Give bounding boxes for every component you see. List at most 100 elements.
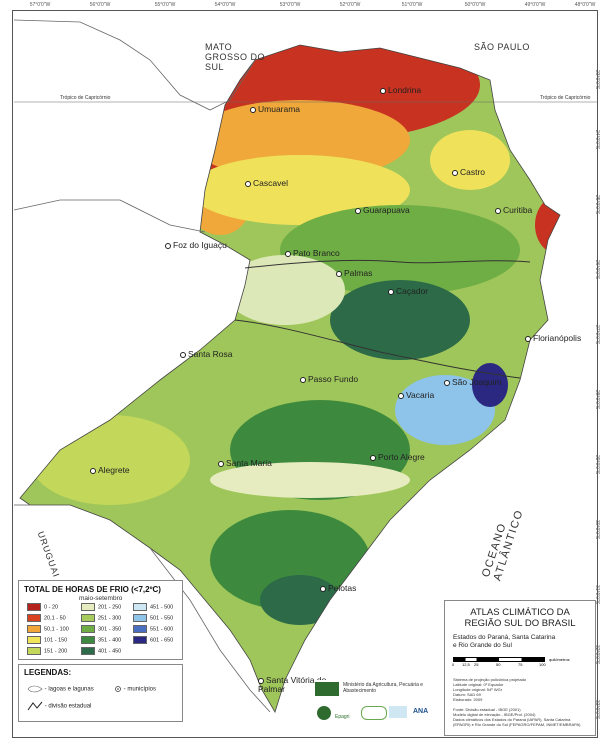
city-name: Santa Rosa bbox=[188, 349, 233, 359]
municipio-icon bbox=[115, 686, 121, 692]
legend-item: 351 - 400 bbox=[81, 636, 121, 644]
city-marker bbox=[370, 454, 376, 461]
embrapa-logo bbox=[315, 682, 339, 696]
city-name: Umuarama bbox=[258, 104, 301, 114]
zone-dark-green bbox=[330, 280, 470, 360]
scale-tick: 75 bbox=[518, 662, 523, 667]
projection-line: Longitude original: 54º WGr bbox=[453, 687, 503, 692]
city-cacador: Caçador bbox=[388, 286, 428, 296]
city-name: Londrina bbox=[388, 85, 422, 95]
legend-label: 351 - 400 bbox=[98, 637, 122, 644]
legend-label: 501 - 550 bbox=[150, 615, 174, 622]
source-line: (EPAGRI) e Rio Grande do Sul (FEPAGRO/FE… bbox=[453, 722, 581, 727]
city-name: Passo Fundo bbox=[308, 374, 359, 384]
legend-label: 601 - 650 bbox=[150, 637, 174, 644]
legend2-lagoon: - lagoas e lagunas bbox=[27, 685, 94, 693]
border-mato-grosso bbox=[13, 19, 256, 111]
tick-right-5: 28°0'0"S bbox=[594, 390, 600, 410]
zone-pale-2 bbox=[210, 462, 410, 498]
source-line: Dados climáticos dos Estados do Paraná (… bbox=[453, 717, 571, 722]
city-marker bbox=[218, 460, 224, 467]
logo-circle-3 bbox=[389, 706, 407, 718]
legend-item: 251 - 300 bbox=[81, 614, 121, 622]
legend-swatch bbox=[27, 636, 41, 644]
city-santa-rosa: Santa Rosa bbox=[180, 349, 232, 359]
city-marker bbox=[285, 250, 291, 257]
city-marker bbox=[380, 87, 386, 94]
scale-tick: 100 bbox=[539, 662, 546, 667]
legend-label: 151 - 200 bbox=[44, 648, 68, 655]
city-santa-maria: Santa Maria bbox=[218, 458, 272, 468]
legend-title: TOTAL DE HORAS DE FRIO (<7,2ºC) bbox=[24, 585, 161, 594]
city-marker bbox=[245, 180, 251, 187]
city-marker bbox=[250, 106, 256, 113]
city-marker bbox=[90, 467, 96, 474]
tick-right-1: 24°0'0"S bbox=[594, 130, 600, 150]
city-pelotas: Pelotas bbox=[320, 583, 356, 593]
city-curitiba: Curitiba bbox=[495, 205, 532, 215]
legend-item: 201 - 250 bbox=[81, 603, 121, 611]
atlas-title: ATLAS CLIMÁTICO DA REGIÃO SUL DO BRASIL bbox=[445, 607, 595, 629]
scale-tick: 12,5 bbox=[462, 662, 470, 667]
tick-top-6: 51°0'0"W bbox=[401, 2, 423, 8]
legend-swatch bbox=[81, 647, 95, 655]
logo-circle-1 bbox=[317, 706, 331, 720]
logos-strip: Ministério da Agricultura, Pecuária e Ab… bbox=[315, 680, 443, 730]
zone-pale-1 bbox=[225, 255, 345, 325]
tick-right-6: 29°0'0"S bbox=[594, 455, 600, 475]
city-marker bbox=[495, 207, 501, 214]
atlas-subtitle: Estados do Paraná, Santa Catarina e Rio … bbox=[453, 634, 555, 650]
tick-top-4: 53°0'0"W bbox=[279, 2, 301, 8]
city-name: Pelotas bbox=[328, 583, 357, 593]
legend-swatch bbox=[133, 636, 147, 644]
city-name: Guarapuava bbox=[363, 205, 410, 215]
legend-label: 451 - 500 bbox=[150, 604, 174, 611]
legend-swatch bbox=[81, 603, 95, 611]
city-name: Santa Vitória do Palmar bbox=[258, 675, 327, 694]
map-frame bbox=[12, 10, 598, 738]
tick-right-4: 27°0'0"S bbox=[594, 325, 600, 345]
city-name: Cascavel bbox=[253, 178, 288, 188]
legend-swatch bbox=[81, 614, 95, 622]
projection-line: Datum: SAD 69 bbox=[453, 692, 481, 697]
legend-item: 551 - 600 bbox=[133, 625, 173, 633]
city-foz: Foz do Iguaçu bbox=[165, 240, 227, 250]
legend-swatch bbox=[133, 625, 147, 633]
legend-item: 50,1 - 100 bbox=[27, 625, 69, 633]
legend-symbols: LEGENDAS: - lagoas e lagunas - município… bbox=[18, 664, 183, 722]
tick-top-3: 54°0'0"W bbox=[214, 2, 236, 8]
tick-right-7: 30°0'0"S bbox=[594, 520, 600, 540]
city-marker bbox=[388, 288, 394, 295]
legend-swatch bbox=[27, 614, 41, 622]
city-name: Florianópolis bbox=[533, 333, 582, 343]
city-name: Pato Branco bbox=[293, 248, 340, 258]
city-alegrete: Alegrete bbox=[90, 465, 130, 475]
city-castro: Castro bbox=[452, 167, 485, 177]
state-border-sc-rs bbox=[234, 319, 521, 379]
atlas-title-line1: ATLAS CLIMÁTICO DA bbox=[470, 607, 570, 618]
tick-right-3: 26°0'0"S bbox=[594, 260, 600, 280]
city-pato-branco: Pato Branco bbox=[285, 248, 340, 258]
legend2-division: - divisão estadual bbox=[27, 701, 91, 711]
legend-swatch bbox=[81, 625, 95, 633]
legend-swatch bbox=[27, 647, 41, 655]
lagoon-icon bbox=[27, 685, 43, 693]
ministry-label: Ministério da Agricultura, Pecuária e Ab… bbox=[343, 682, 424, 694]
legend-swatch bbox=[133, 603, 147, 611]
city-name: São Joaquim bbox=[452, 377, 502, 387]
zone-yellowgreen bbox=[30, 415, 190, 505]
legend-label: 551 - 600 bbox=[150, 626, 174, 633]
scale-tick: 0 bbox=[452, 662, 455, 667]
logo-circle-2 bbox=[361, 706, 387, 720]
tick-top-8: 49°0'0"W bbox=[524, 2, 546, 8]
legend-item: 151 - 200 bbox=[27, 647, 67, 655]
scale-bar-graphic bbox=[453, 657, 545, 662]
zone-yellow-2 bbox=[430, 130, 510, 190]
city-vacaria: Vacaria bbox=[398, 390, 434, 400]
label-sao-paulo: SÃO PAULO bbox=[474, 42, 530, 52]
source-line: Modelo digital de elevação - IBGE/Prol. … bbox=[453, 712, 536, 717]
city-londrina: Londrina bbox=[380, 85, 421, 95]
zone-red-coast bbox=[535, 195, 560, 255]
legend-item: 601 - 650 bbox=[133, 636, 173, 644]
city-marker bbox=[525, 335, 531, 342]
